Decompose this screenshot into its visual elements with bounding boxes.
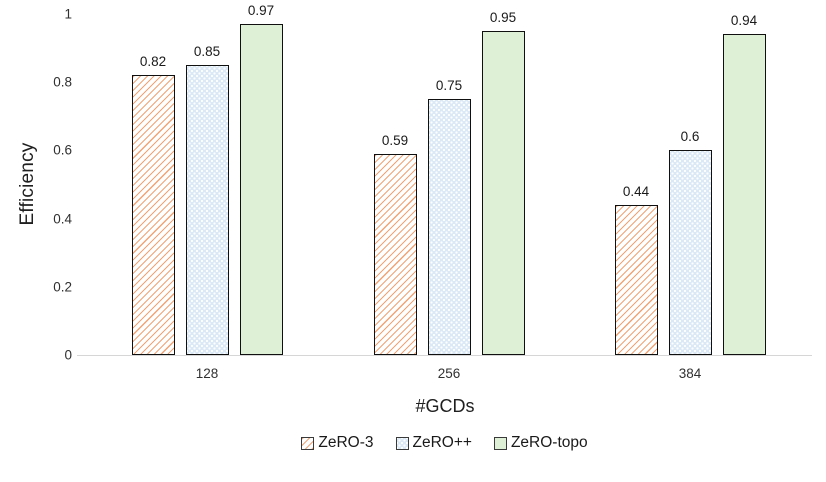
legend-swatch-icon xyxy=(301,436,315,450)
legend-item-zero: ZeRO++ xyxy=(395,434,472,452)
legend-item-zerotopo: ZeRO-topo xyxy=(493,434,588,452)
bar-zerotopo-128 xyxy=(239,24,283,355)
x-axis-title: #GCDs xyxy=(415,396,475,416)
y-tick-label: 0.4 xyxy=(53,211,72,227)
legend-swatch-icon xyxy=(395,436,409,450)
y-tick-label: 0.2 xyxy=(53,279,72,295)
value-label: 0.75 xyxy=(435,78,463,94)
value-label: 0.97 xyxy=(247,3,275,19)
legend: ZeRO-3 ZeRO++ ZeRO-topo xyxy=(77,434,812,452)
x-axis-line xyxy=(77,355,812,356)
bar-zero3-128 xyxy=(131,75,175,355)
bar-zero3-384 xyxy=(614,204,658,355)
bar-zerotopo-384 xyxy=(722,34,766,355)
legend-label: ZeRO-3 xyxy=(318,434,374,451)
legend-label: ZeRO-topo xyxy=(510,434,588,451)
bar-zero-128 xyxy=(185,65,229,355)
value-label: 0.59 xyxy=(381,132,409,148)
value-label: 0.6 xyxy=(680,129,700,145)
legend-swatch-icon xyxy=(493,436,507,450)
value-label: 0.95 xyxy=(489,10,517,26)
bar-zerotopo-256 xyxy=(481,31,525,355)
legend-item-zero3: ZeRO-3 xyxy=(301,434,374,452)
value-label: 0.85 xyxy=(193,44,221,60)
y-tick-label: 0 xyxy=(64,347,72,363)
x-tick-label: 256 xyxy=(437,366,461,381)
bar-zero-256 xyxy=(427,99,471,355)
y-tick-label: 1 xyxy=(64,6,72,22)
value-label: 0.94 xyxy=(730,13,758,29)
x-tick-label: 384 xyxy=(678,366,702,381)
y-tick-label: 0.6 xyxy=(53,142,72,158)
value-label: 0.82 xyxy=(139,54,167,70)
y-tick-label: 0.8 xyxy=(53,74,72,90)
x-tick-label: 128 xyxy=(195,366,219,381)
bar-zero3-256 xyxy=(373,153,417,355)
legend-label: ZeRO++ xyxy=(412,434,472,451)
value-label: 0.44 xyxy=(622,183,650,199)
bar-zero-384 xyxy=(668,150,712,355)
